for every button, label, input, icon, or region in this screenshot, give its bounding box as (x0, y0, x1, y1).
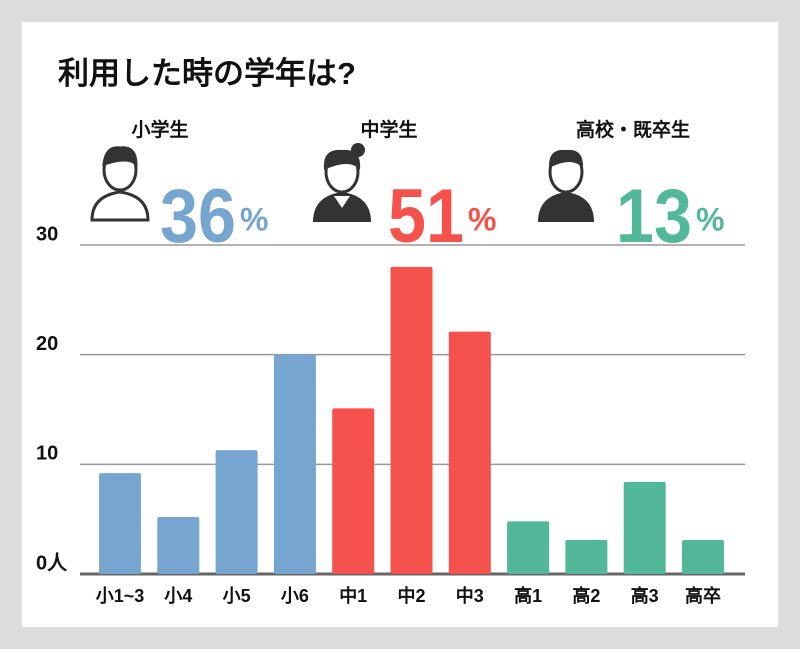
x-tick-label: 高3 (631, 585, 659, 606)
y-tick-label: 30 (36, 223, 58, 245)
icon-junior-high (313, 143, 371, 222)
x-tick-label: 中2 (397, 585, 425, 606)
bar (682, 540, 724, 574)
x-tick-label: 小1~3 (96, 586, 145, 606)
x-tick-label: 小6 (281, 586, 309, 606)
bar (273, 354, 316, 574)
bar (390, 266, 433, 574)
bar (99, 473, 141, 574)
group-unit: % (240, 201, 268, 237)
y-tick-label: 10 (36, 443, 58, 465)
icon-elementary (90, 146, 150, 222)
bar (215, 450, 258, 574)
group-percent: 36 (160, 174, 236, 259)
x-tick-label: 小4 (164, 586, 192, 606)
group-percent: 13 (616, 174, 692, 259)
bar (157, 516, 200, 574)
group-label: 小学生 (131, 118, 188, 141)
group-label: 中学生 (360, 118, 417, 141)
group-unit: % (468, 201, 496, 237)
group-label: 高校・既卒生 (576, 118, 690, 141)
bar (448, 331, 491, 574)
y-tick-label: 20 (36, 333, 58, 355)
bar (332, 408, 375, 574)
y-tick-label: 0人 (36, 551, 68, 574)
group-unit: % (696, 201, 724, 237)
bar (565, 540, 608, 574)
x-tick-label: 中3 (456, 585, 484, 606)
x-tick-label: 中1 (339, 585, 367, 606)
x-tick-label: 小5 (223, 586, 251, 606)
x-tick-label: 高2 (572, 585, 600, 606)
x-tick-label: 高卒 (685, 585, 721, 606)
bar (623, 481, 666, 574)
chart-title: 利用した時の学年は? (58, 56, 356, 91)
icon-high-school (538, 149, 594, 222)
group-percent: 51 (388, 174, 464, 259)
bar (507, 521, 550, 574)
x-tick-label: 高1 (514, 585, 542, 606)
